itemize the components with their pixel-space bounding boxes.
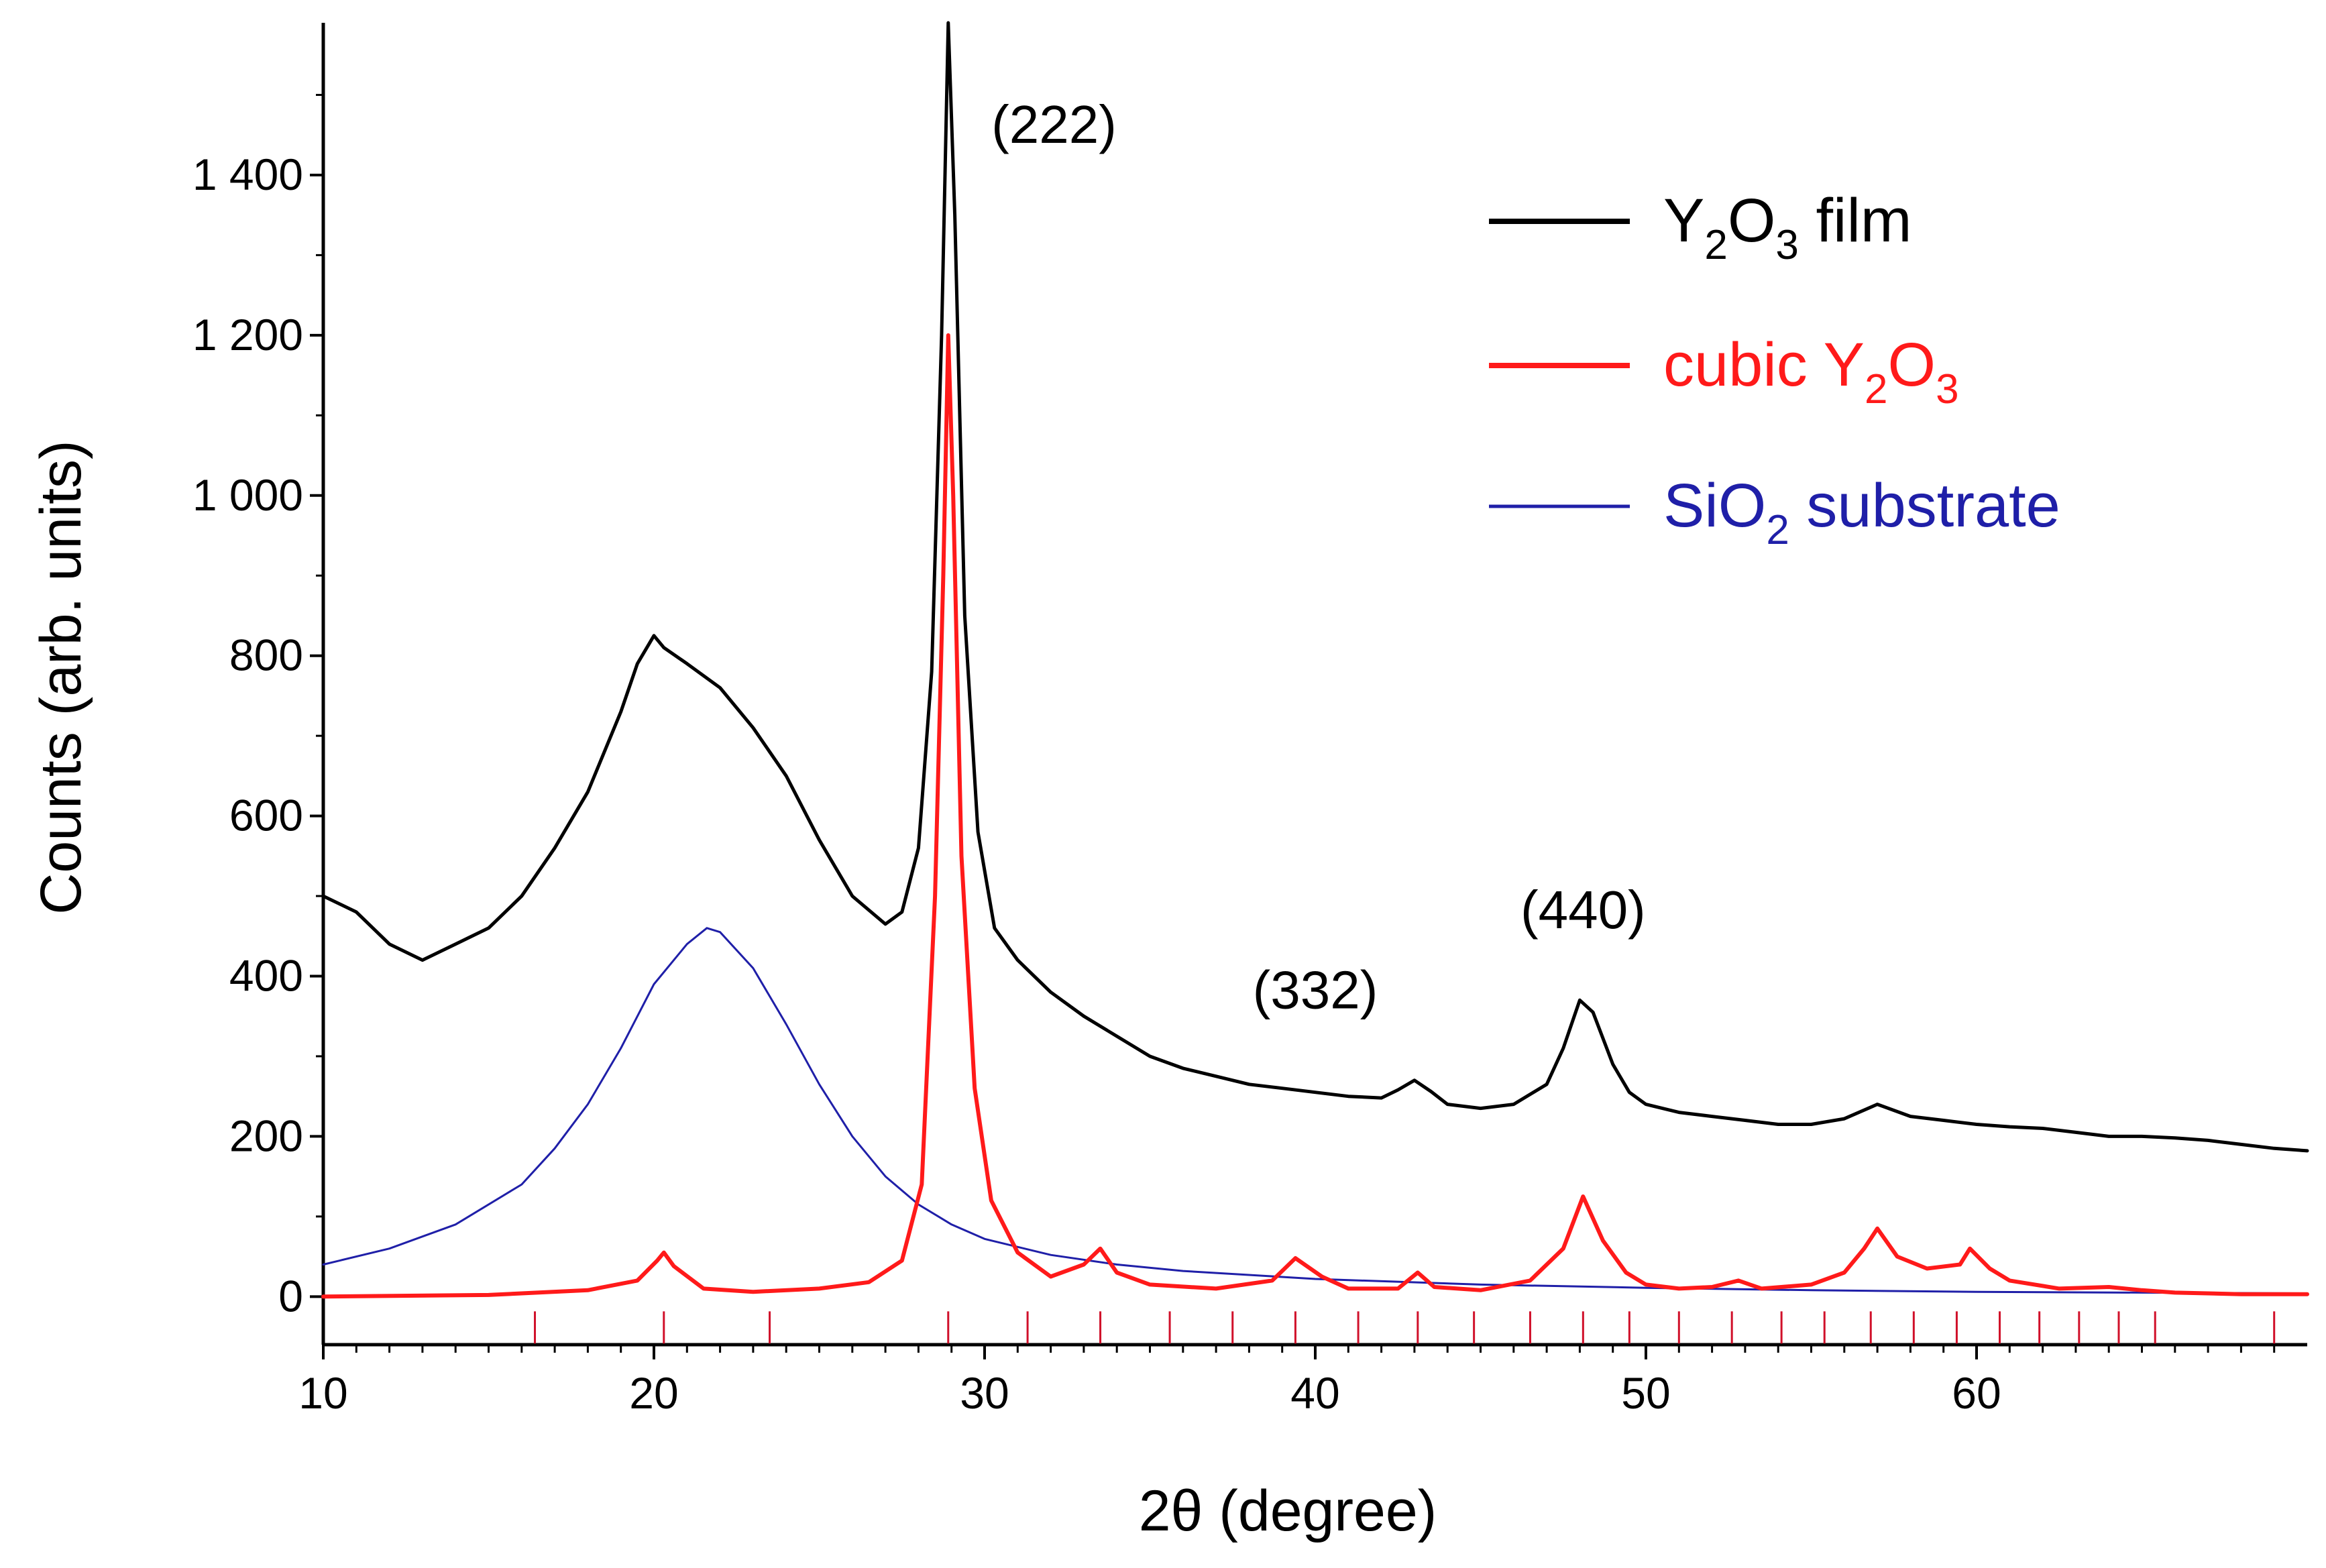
- x-tick-label: 60: [1952, 1368, 2001, 1418]
- y-tick-label: 400: [229, 951, 303, 1001]
- peak-label: (440): [1520, 880, 1646, 940]
- legend-entry: SiO2 substrate: [1663, 471, 2060, 553]
- series-line-cubic-y2o3: [321, 333, 2309, 1299]
- series-line-y2o3-film: [321, 21, 2309, 1153]
- x-tick-label: 10: [298, 1368, 347, 1418]
- y-tick-label: 1 400: [192, 150, 303, 199]
- legend-text-part: O: [1888, 331, 1936, 399]
- legend-text-part: O: [1728, 186, 1776, 255]
- y-ticks: 0 200 400 600 800 1 000 1 200 1 400: [192, 94, 323, 1321]
- x-axis-title: 2θ (degree): [1139, 1479, 1437, 1543]
- y-tick-label: 800: [229, 630, 303, 680]
- y-tick-label: 200: [229, 1111, 303, 1160]
- legend-entry: Y2O3 film: [1663, 186, 1912, 268]
- legend-subscript: 3: [1775, 222, 1798, 268]
- x-ticks: 10 20 30 40 50 60: [298, 1345, 2276, 1418]
- x-tick-label: 30: [960, 1368, 1009, 1418]
- legend-subscript: 2: [1865, 366, 1887, 412]
- legend-text-part: Y: [1663, 186, 1704, 255]
- peak-label: (222): [991, 95, 1117, 154]
- legend-subscript: 3: [1936, 366, 1958, 412]
- y-tick-label: 0: [278, 1271, 303, 1321]
- series-group: [321, 21, 2309, 1299]
- x-tick-label: 40: [1290, 1368, 1339, 1418]
- x-tick-label: 50: [1621, 1368, 1670, 1418]
- reference-tick-group: [534, 1311, 2276, 1344]
- y-tick-label: 1 000: [192, 470, 303, 520]
- y-tick-label: 600: [229, 791, 303, 840]
- x-tick-label: 20: [629, 1368, 678, 1418]
- y-axis-title: Counts (arb. units): [29, 440, 93, 914]
- legend-entry: cubic Y2O3: [1663, 331, 1959, 412]
- legend-text-part: cubic Y: [1663, 331, 1865, 399]
- legend-text-part: SiO: [1663, 471, 1766, 540]
- y-tick-label: 1 200: [192, 310, 303, 359]
- legend-subscript: 2: [1766, 507, 1789, 553]
- legend-text-part: film: [1799, 186, 1912, 255]
- legend-text-part: substrate: [1789, 471, 2060, 540]
- legend-subscript: 2: [1704, 222, 1727, 268]
- series-line-sio2-substrate: [322, 927, 2309, 1294]
- peak-annotations: (222) (332) (440): [991, 95, 1646, 1019]
- peak-label: (332): [1253, 960, 1378, 1019]
